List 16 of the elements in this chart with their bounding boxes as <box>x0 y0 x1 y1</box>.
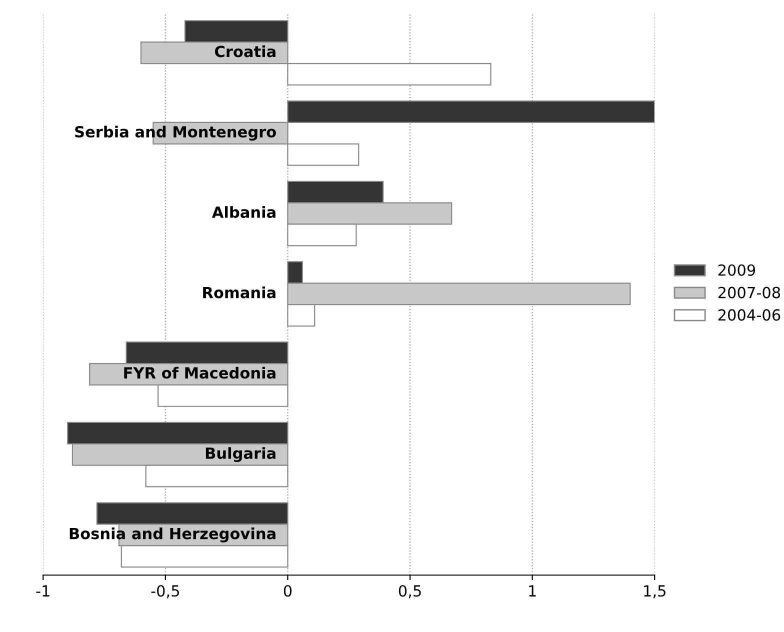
x-tick-label: 0,5 <box>398 585 421 598</box>
y-tick-label: Albania <box>212 206 276 218</box>
legend-label: 2009 <box>718 264 756 276</box>
y-tick-label: Romania <box>203 286 276 298</box>
x-tick-label: 0 <box>284 585 292 597</box>
y-tick-label: Croatia <box>214 45 276 58</box>
legend-label: 2007-08 <box>718 286 780 298</box>
y-tick-label: Bosnia and Herzegovina <box>70 527 276 542</box>
y-tick-label: Serbia and Montenegro <box>75 126 276 141</box>
x-tick-label: -0,5 <box>151 585 179 598</box>
y-tick-label: Bulgaria <box>206 447 276 462</box>
x-tick-label: 1,5 <box>644 585 666 598</box>
y-tick-label: FYR of Macedonia <box>124 366 276 379</box>
legend-label: 2004-06 <box>718 309 780 321</box>
x-tick-label: -1 <box>36 585 50 596</box>
x-tick-label: 1 <box>529 585 536 596</box>
